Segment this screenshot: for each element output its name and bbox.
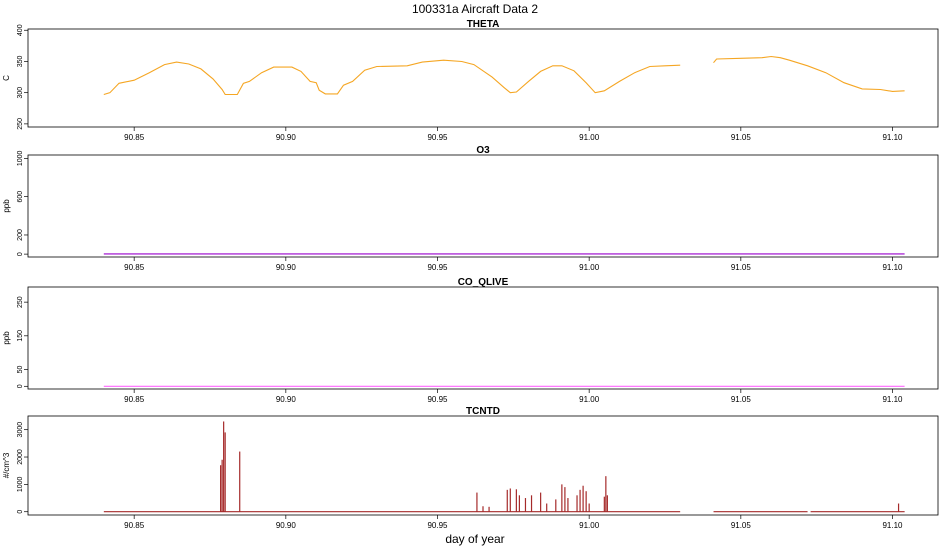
- x-tick-label: 91.05: [731, 521, 752, 530]
- y-tick-label: 50: [17, 365, 24, 373]
- y-tick-label: 0: [17, 252, 24, 256]
- y-tick-label: 350: [17, 56, 24, 68]
- x-tick-label: 91.00: [579, 263, 600, 272]
- y-tick-label: 0: [17, 384, 24, 388]
- x-tick-label: 91.05: [731, 395, 752, 404]
- x-tick-label: 90.85: [124, 263, 145, 272]
- x-tick-label: 90.95: [427, 521, 448, 530]
- x-tick-label: 91.10: [882, 133, 903, 142]
- y-tick-label: 3000: [17, 422, 24, 438]
- y-tick-label: 1000: [17, 476, 24, 492]
- y-tick-label: 150: [17, 330, 24, 342]
- panel-title: TCNTD: [466, 406, 500, 417]
- x-tick-label: 90.85: [124, 133, 145, 142]
- x-tick-label: 91.10: [882, 395, 903, 404]
- y-axis-label: C: [2, 75, 11, 81]
- x-tick-label: 90.90: [276, 263, 297, 272]
- y-tick-label: 2000: [17, 449, 24, 465]
- panel-frame: [27, 415, 939, 516]
- x-tick-label: 90.90: [276, 521, 297, 530]
- x-tick-label: 90.85: [124, 395, 145, 404]
- x-tick-label: 91.10: [882, 263, 903, 272]
- panel-title: THETA: [467, 19, 500, 30]
- y-axis-label: #/cm^3: [2, 452, 11, 478]
- x-tick-label: 91.05: [731, 133, 752, 142]
- x-axis-label: day of year: [445, 532, 504, 546]
- x-tick-label: 90.95: [427, 395, 448, 404]
- y-tick-label: 300: [17, 87, 24, 99]
- x-tick-label: 90.85: [124, 521, 145, 530]
- y-tick-label: 0: [17, 510, 24, 514]
- x-tick-label: 90.90: [276, 133, 297, 142]
- x-tick-label: 91.10: [882, 521, 903, 530]
- y-tick-label: 250: [17, 118, 24, 130]
- x-tick-label: 91.00: [579, 521, 600, 530]
- panel-frame: [27, 28, 939, 128]
- y-tick-label: 250: [17, 296, 24, 308]
- x-tick-label: 91.00: [579, 395, 600, 404]
- y-tick-label: 400: [17, 24, 24, 36]
- series-line: [103, 59, 681, 96]
- panel-3: TCNTD #/cm^3 90.85 90.90 90.95 91.00 91.05 91.1…: [2, 406, 939, 530]
- panels: THETA C 90.85 90.90 90.95 91.00 91.05 91.10 250 3…: [2, 19, 939, 530]
- x-tick-label: 90.95: [427, 263, 448, 272]
- panel-1: O3 ppb 90.85 90.90 90.95 91.00 91.05 91.10 0 200 6…: [2, 145, 939, 272]
- figure-title: 100331a Aircraft Data 2: [412, 2, 538, 16]
- panel-frame: [27, 154, 939, 258]
- x-tick-label: 91.00: [579, 133, 600, 142]
- x-tick-label: 91.05: [731, 263, 752, 272]
- x-tick-label: 90.90: [276, 395, 297, 404]
- panel-title: CO_QLIVE: [458, 277, 509, 288]
- y-tick-label: 600: [17, 191, 24, 203]
- y-axis-label: ppb: [2, 331, 11, 345]
- y-axis-label: ppb: [2, 199, 11, 213]
- panel-0: THETA C 90.85 90.90 90.95 91.00 91.05 91.10 250 3…: [2, 19, 939, 142]
- y-tick-label: 200: [17, 229, 24, 241]
- panel-title: O3: [476, 145, 490, 156]
- panel-frame: [27, 286, 939, 390]
- y-tick-label: 1000: [17, 150, 24, 166]
- series-line: [713, 55, 905, 92]
- x-tick-label: 90.95: [427, 133, 448, 142]
